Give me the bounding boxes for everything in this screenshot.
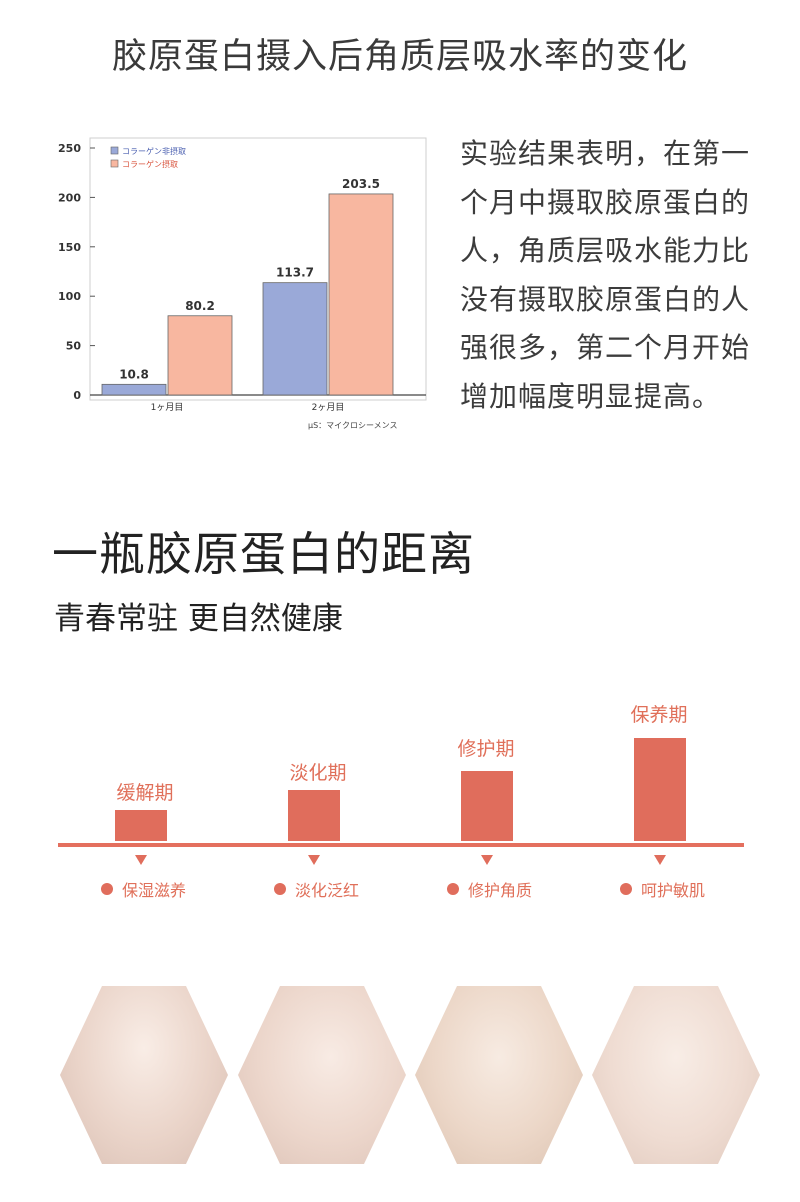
description-line: 增加幅度明显提高。 <box>460 379 722 413</box>
description-line: 个月中摄取胶原蛋白的 <box>460 185 751 219</box>
stage-label-1: 缓解期 <box>116 782 174 804</box>
chart-bar <box>101 383 167 396</box>
section-subheading: 青春常驻 更自然健康 <box>54 601 343 637</box>
stage-effect-text: 呵护敏肌 <box>641 881 706 900</box>
stage-effect-1: 保湿滋养 <box>101 877 186 901</box>
timeline-baseline <box>58 843 744 847</box>
description-line: 强很多，第二个月开始 <box>460 331 751 364</box>
result-description: 实验结果表明，在第一 个月中摄取胶原蛋白的 人，角质层吸水能力比 没有摄取胶原蛋… <box>460 130 790 421</box>
y-tick-label: 250 <box>58 142 81 155</box>
legend-label: コラーゲン非摂取 <box>122 146 186 156</box>
chart-bar <box>167 315 233 396</box>
y-tick-label: 0 <box>73 389 81 402</box>
chart-svg: 050100150200250吸水能の増加量（μS）10.880.21ヶ月目11… <box>53 0 427 430</box>
stage-bar-4 <box>634 738 686 841</box>
data-label: 80.2 <box>185 299 215 313</box>
y-tick-label: 50 <box>66 340 82 353</box>
description-line: 没有摄取胶原蛋白的人 <box>460 282 751 316</box>
skin-texture-image-4 <box>592 986 760 1164</box>
chart-bar <box>262 282 328 396</box>
data-label: 203.5 <box>342 177 380 191</box>
down-arrow-icon <box>654 855 666 865</box>
y-tick-label: 200 <box>58 191 81 204</box>
down-arrow-icon <box>135 855 147 865</box>
down-arrow-icon <box>308 855 320 865</box>
legend-swatch <box>110 146 119 155</box>
description-line: 实验结果表明，在第一 <box>460 137 751 170</box>
stage-label-4: 保养期 <box>630 704 688 726</box>
bullet-dot-icon <box>620 883 632 895</box>
stage-label-3: 修护期 <box>457 738 515 760</box>
stage-effect-2: 淡化泛红 <box>274 877 359 901</box>
bullet-dot-icon <box>447 883 459 895</box>
skin-texture-image-2 <box>238 986 406 1164</box>
chart-annotation: μS：マイクロシーメンス <box>308 421 398 430</box>
skin-texture-image-1 <box>60 986 228 1164</box>
legend-label: コラーゲン摂取 <box>122 159 178 169</box>
stage-bar-2 <box>288 790 340 841</box>
chart-bar <box>328 193 394 396</box>
stage-effect-text: 淡化泛红 <box>295 881 360 900</box>
bullet-dot-icon <box>274 883 286 895</box>
page-title: 胶原蛋白摄入后角质层吸水率的变化 <box>111 37 688 77</box>
x-tick-label: 1ヶ月目 <box>151 402 184 413</box>
bullet-dot-icon <box>101 883 113 895</box>
skin-texture-image-3 <box>415 986 583 1164</box>
data-label: 10.8 <box>119 367 149 381</box>
stage-effect-4: 呵护敏肌 <box>620 877 705 901</box>
stage-effect-text: 保湿滋养 <box>122 881 187 900</box>
section-heading: 一瓶胶原蛋白的距离 <box>52 527 475 581</box>
stage-timeline: 缓解期 淡化期 修护期 保养期 保湿滋养 淡化泛红 修护角质 呵护敏肌 <box>0 690 800 920</box>
x-tick-label: 2ヶ月目 <box>312 402 345 413</box>
stage-effect-3: 修护角质 <box>447 877 532 901</box>
water-absorption-chart: 050100150200250吸水能の増加量（μS）10.880.21ヶ月目11… <box>50 0 430 440</box>
stage-bar-3 <box>461 771 513 841</box>
stage-label-2: 淡化期 <box>289 762 347 784</box>
down-arrow-icon <box>481 855 493 865</box>
y-tick-label: 100 <box>58 290 81 303</box>
stage-bar-1 <box>115 810 167 841</box>
description-line: 人，角质层吸水能力比 <box>460 234 751 267</box>
legend-swatch <box>110 159 119 168</box>
data-label: 113.7 <box>276 266 314 280</box>
stage-effect-text: 修护角质 <box>468 881 533 900</box>
y-tick-label: 150 <box>58 241 81 254</box>
